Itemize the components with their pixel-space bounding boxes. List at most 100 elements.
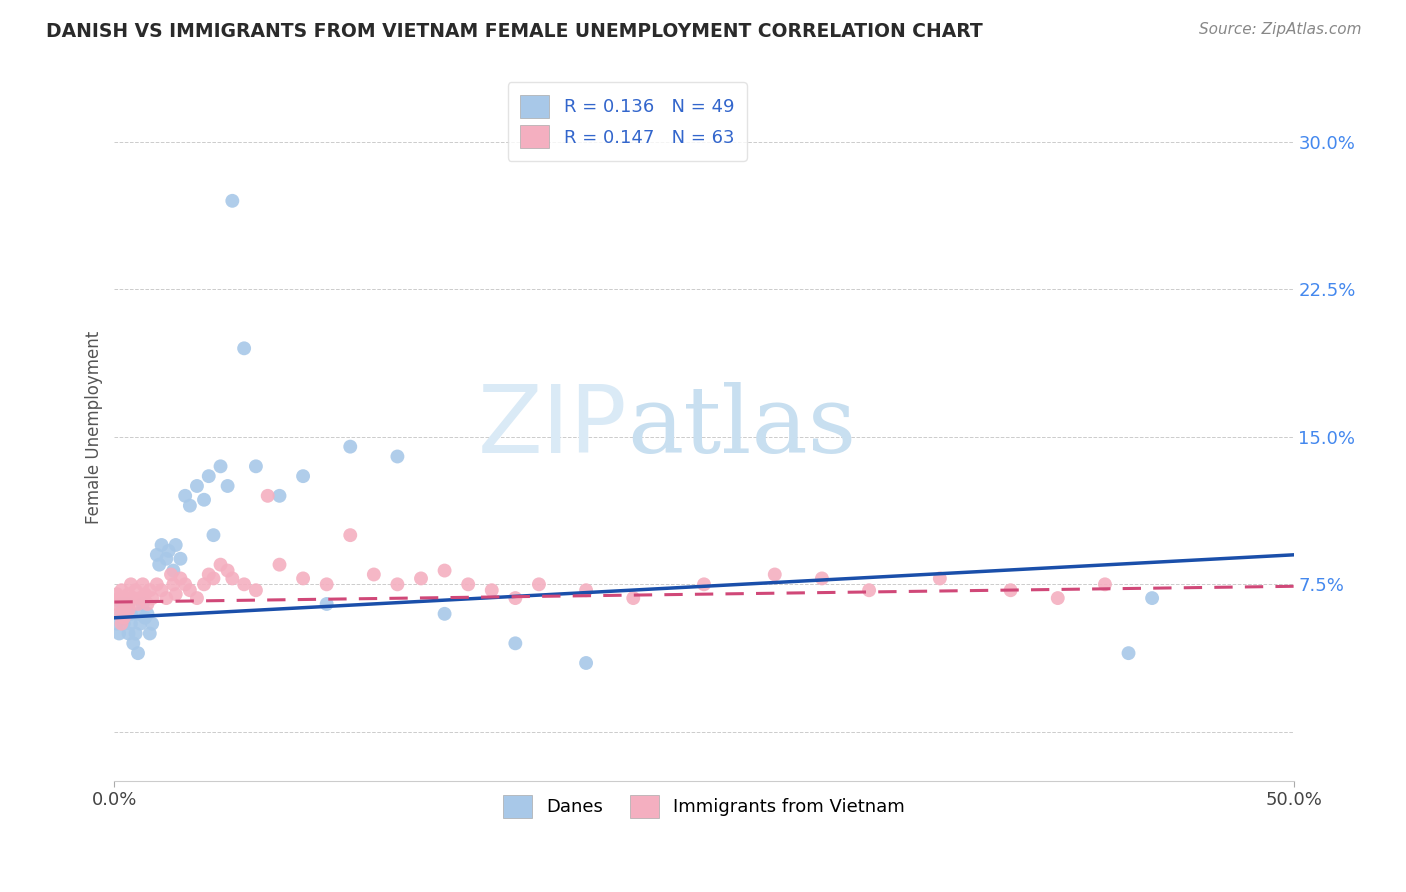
Point (117, 587, 139, 601)
Point (209, 558, 232, 572)
Point (165, 587, 187, 601)
Point (146, 577, 169, 591)
Point (105, 616, 128, 631)
Point (129, 591, 152, 606)
Point (115, 597, 138, 611)
Point (169, 571, 191, 585)
Point (315, 577, 337, 591)
Point (363, 567, 385, 582)
Point (136, 607, 159, 621)
Point (1094, 577, 1116, 591)
Point (122, 591, 145, 606)
Point (127, 597, 149, 611)
Point (108, 626, 131, 640)
Text: Source: ZipAtlas.com: Source: ZipAtlas.com (1198, 22, 1361, 37)
Point (120, 607, 142, 621)
Point (117, 603, 139, 617)
Point (122, 636, 145, 650)
Point (174, 489, 197, 503)
Point (256, 489, 278, 503)
Point (433, 607, 456, 621)
Point (108, 607, 131, 621)
Point (110, 616, 132, 631)
Point (141, 591, 163, 606)
Point (112, 603, 135, 617)
Point (110, 597, 132, 611)
Point (115, 607, 138, 621)
Point (150, 583, 173, 598)
Text: atlas: atlas (627, 382, 856, 472)
Point (108, 591, 131, 606)
Point (202, 528, 225, 542)
Point (146, 548, 169, 562)
Point (115, 591, 138, 606)
Point (134, 611, 156, 625)
Point (527, 577, 550, 591)
Point (105, 597, 128, 611)
Point (179, 499, 201, 513)
Point (858, 583, 880, 598)
Point (811, 571, 834, 585)
Point (110, 583, 132, 598)
Point (433, 564, 456, 578)
Point (150, 538, 173, 552)
Point (505, 636, 527, 650)
Point (269, 489, 291, 503)
Point (928, 571, 950, 585)
Point (162, 577, 184, 591)
Text: DANISH VS IMMIGRANTS FROM VIETNAM FEMALE UNEMPLOYMENT CORRELATION CHART: DANISH VS IMMIGRANTS FROM VIETNAM FEMALE… (46, 22, 983, 41)
Point (217, 479, 239, 493)
Point (221, 571, 243, 585)
Point (132, 597, 155, 611)
Point (387, 577, 409, 591)
Point (155, 591, 177, 606)
Point (221, 194, 243, 208)
Point (1000, 583, 1022, 598)
Point (179, 583, 201, 598)
Point (233, 341, 256, 355)
Point (129, 616, 152, 631)
Point (165, 538, 187, 552)
Point (481, 583, 503, 598)
Point (575, 656, 598, 670)
Point (217, 564, 239, 578)
Point (160, 567, 183, 582)
Point (124, 583, 146, 598)
Point (141, 616, 163, 631)
Point (120, 616, 142, 631)
Point (505, 591, 527, 606)
Point (110, 607, 132, 621)
Point (193, 577, 215, 591)
Point (139, 583, 162, 598)
Point (233, 577, 256, 591)
Point (292, 571, 315, 585)
Point (112, 616, 135, 631)
Point (169, 551, 191, 566)
Point (124, 626, 146, 640)
Point (112, 611, 135, 625)
Point (197, 469, 219, 483)
Point (339, 440, 361, 454)
Point (139, 626, 162, 640)
Point (202, 571, 225, 585)
Point (409, 571, 432, 585)
Point (387, 450, 409, 464)
Point (157, 544, 180, 558)
Point (245, 459, 267, 474)
Point (132, 577, 155, 591)
Point (1118, 646, 1140, 660)
Point (209, 459, 232, 474)
Point (117, 626, 139, 640)
Point (693, 577, 716, 591)
Point (621, 591, 644, 606)
Point (245, 583, 267, 598)
Point (186, 479, 208, 493)
Point (162, 564, 184, 578)
Legend: Danes, Immigrants from Vietnam: Danes, Immigrants from Vietnam (495, 788, 912, 825)
Point (197, 567, 219, 582)
Point (117, 597, 139, 611)
Point (134, 587, 156, 601)
Point (1140, 591, 1163, 606)
Point (339, 528, 361, 542)
Point (148, 558, 170, 572)
